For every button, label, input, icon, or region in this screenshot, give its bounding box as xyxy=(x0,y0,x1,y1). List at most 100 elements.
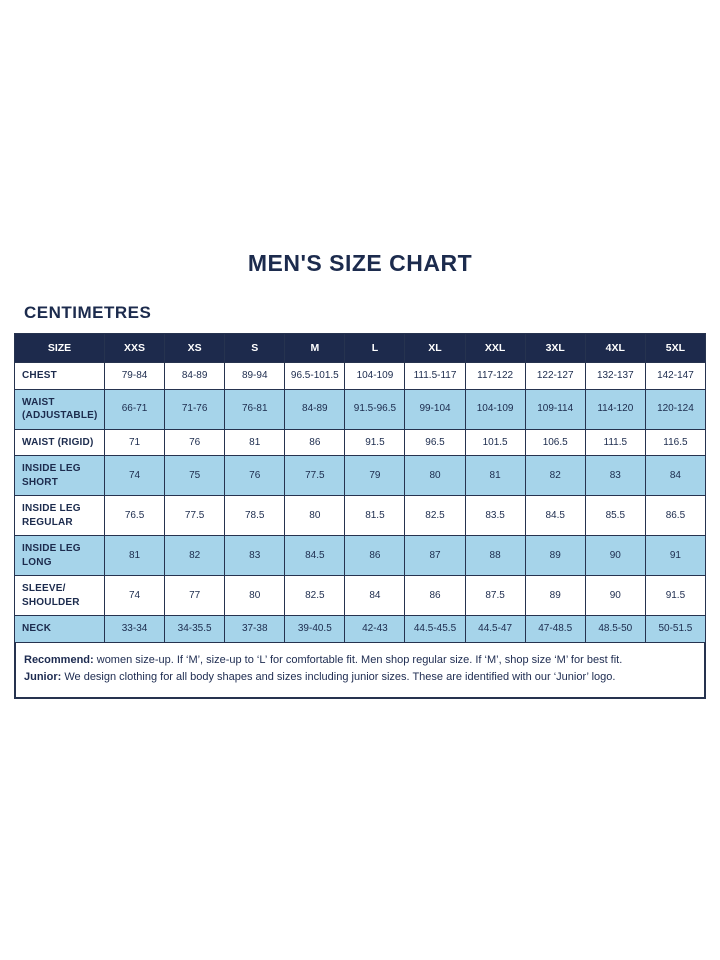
size-cell: 85.5 xyxy=(584,495,646,536)
size-cell: 84-89 xyxy=(164,362,226,390)
size-cell: 81 xyxy=(224,428,286,456)
size-cell: 87.5 xyxy=(464,575,526,616)
size-cell: 80 xyxy=(284,495,346,536)
size-cell: 47-48.5 xyxy=(524,615,586,643)
table-row: NECK 33-34 34-35.5 37-38 39-40.5 42-43 44.5-45… xyxy=(14,615,707,643)
footer-notes: Recommend: women size-up. If ‘M’, size-u… xyxy=(14,642,706,699)
junior-note: Junior: We design clothing for all body … xyxy=(24,669,696,687)
size-cell: 88 xyxy=(464,535,526,576)
size-cell: 91 xyxy=(644,535,707,576)
size-cell: 74 xyxy=(103,455,166,496)
size-cell: 83 xyxy=(584,455,646,496)
col-header: 3XL xyxy=(524,333,586,363)
recommend-text: women size-up. If ‘M’, size-up to ‘L’ fo… xyxy=(93,653,623,666)
size-cell: 78.5 xyxy=(224,495,286,536)
table-row: CHEST 79-84 84-89 89-94 96.5-101.5 104-109 111… xyxy=(14,362,707,390)
recommend-label: Recommend: xyxy=(24,653,94,666)
size-cell: 87 xyxy=(404,535,466,576)
size-cell: 111.5 xyxy=(584,428,646,456)
size-cell: 106.5 xyxy=(524,428,586,456)
row-label: INSIDE LEG SHORT xyxy=(14,455,105,496)
size-cell: 90 xyxy=(584,535,646,576)
table-row: WAIST (ADJUSTABLE) 66-71 71-76 76-81 84-89 91… xyxy=(14,388,707,430)
header-row: SIZE XXS XS S M L XL XXL 3XL 4XL 5XL xyxy=(14,333,707,363)
size-cell: 77.5 xyxy=(284,455,346,496)
size-cell: 84 xyxy=(344,575,406,616)
size-table: SIZE XXS XS S M L XL XXL 3XL 4XL 5XL CHEST 79-84 84-… xyxy=(14,333,707,643)
size-cell: 104-109 xyxy=(464,388,526,430)
junior-label: Junior: xyxy=(24,671,62,684)
size-cell: 76.5 xyxy=(103,495,166,536)
col-header: XXL xyxy=(464,333,526,363)
size-cell: 84.5 xyxy=(524,495,586,536)
col-header: S xyxy=(224,333,286,363)
size-cell: 86.5 xyxy=(644,495,707,536)
size-cell: 79-84 xyxy=(103,362,166,390)
size-cell: 109-114 xyxy=(524,388,586,430)
size-cell: 91.5 xyxy=(644,575,707,616)
row-label: CHEST xyxy=(14,362,105,390)
unit-label: CENTIMETRES xyxy=(24,303,152,322)
size-cell: 33-34 xyxy=(103,615,166,643)
size-cell: 114-120 xyxy=(584,388,646,430)
size-cell: 84.5 xyxy=(284,535,346,576)
size-cell: 86 xyxy=(284,428,346,456)
size-cell: 81.5 xyxy=(344,495,406,536)
col-header: XXS xyxy=(103,333,166,363)
size-cell: 117-122 xyxy=(464,362,526,390)
size-cell: 82.5 xyxy=(404,495,466,536)
table-row: INSIDE LEG LONG 81 82 83 84.5 86 87 88 89 90 91 xyxy=(14,535,707,576)
row-label: INSIDE LEG REGULAR xyxy=(14,495,105,536)
size-cell: 91.5 xyxy=(344,428,406,456)
size-cell: 77.5 xyxy=(164,495,226,536)
table-row: INSIDE LEG REGULAR 76.5 77.5 78.5 80 81.5 82.5… xyxy=(14,495,707,536)
col-header: 4XL xyxy=(584,333,646,363)
size-cell: 104-109 xyxy=(344,362,406,390)
size-cell: 66-71 xyxy=(103,388,166,430)
page-title: MEN'S SIZE CHART xyxy=(247,250,473,276)
size-cell: 120-124 xyxy=(644,388,707,430)
recommend-note: Recommend: women size-up. If ‘M’, size-u… xyxy=(24,652,696,670)
size-cell: 80 xyxy=(224,575,286,616)
size-cell: 81 xyxy=(103,535,166,576)
table-row: INSIDE LEG SHORT 74 75 76 77.5 79 80 81 82 83 84 xyxy=(14,455,707,496)
size-table-body: CHEST 79-84 84-89 89-94 96.5-101.5 104-109 111… xyxy=(14,362,707,643)
size-cell: 82 xyxy=(524,455,586,496)
size-cell: 44.5-45.5 xyxy=(404,615,466,643)
row-label: SLEEVE/ SHOULDER xyxy=(14,575,105,616)
size-cell: 76 xyxy=(224,455,286,496)
size-cell: 39-40.5 xyxy=(284,615,346,643)
col-header-size: SIZE xyxy=(14,333,105,363)
col-header: M xyxy=(284,333,346,363)
size-cell: 122-127 xyxy=(524,362,586,390)
size-cell: 96.5-101.5 xyxy=(284,362,346,390)
size-cell: 99-104 xyxy=(404,388,466,430)
junior-text: We design clothing for all body shapes a… xyxy=(61,671,616,684)
size-cell: 91.5-96.5 xyxy=(344,388,406,430)
size-cell: 50-51.5 xyxy=(644,615,707,643)
size-cell: 76 xyxy=(164,428,226,456)
size-cell: 96.5 xyxy=(404,428,466,456)
size-cell: 71 xyxy=(103,428,166,456)
size-cell: 42-43 xyxy=(344,615,406,643)
size-cell: 89-94 xyxy=(224,362,286,390)
row-label: WAIST (ADJUSTABLE) xyxy=(14,388,105,430)
size-cell: 82 xyxy=(164,535,226,576)
size-cell: 82.5 xyxy=(284,575,346,616)
size-cell: 80 xyxy=(404,455,466,496)
size-cell: 89 xyxy=(524,535,586,576)
table-row: SLEEVE/ SHOULDER 74 77 80 82.5 84 86 87.5 89 90 91… xyxy=(14,575,707,616)
size-cell: 116.5 xyxy=(644,428,707,456)
size-cell: 44.5-47 xyxy=(464,615,526,643)
size-cell: 84 xyxy=(644,455,707,496)
row-label: INSIDE LEG LONG xyxy=(14,535,105,576)
size-cell: 111.5-117 xyxy=(404,362,466,390)
size-cell: 74 xyxy=(103,575,166,616)
col-header: 5XL xyxy=(644,333,707,363)
col-header: XL xyxy=(404,333,466,363)
table-row: WAIST (RIGID) 71 76 81 86 91.5 96.5 101.5 106.5 1… xyxy=(14,428,707,456)
size-table-header: SIZE XXS XS S M L XL XXL 3XL 4XL 5XL xyxy=(14,333,707,363)
size-cell: 86 xyxy=(404,575,466,616)
size-cell: 83 xyxy=(224,535,286,576)
